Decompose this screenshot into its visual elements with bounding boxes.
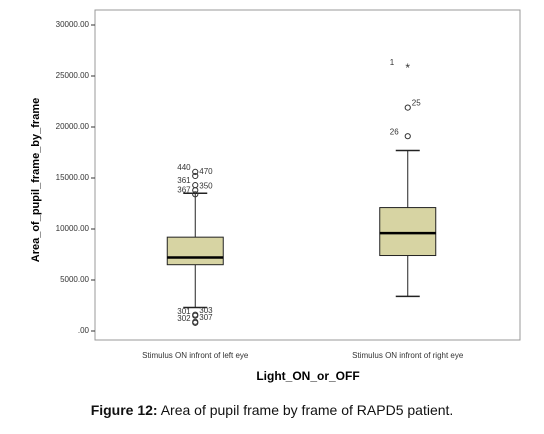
outlier-label: 307 xyxy=(199,313,213,322)
y-axis-title: Area_of_pupil_frame_by_frame xyxy=(30,98,42,262)
outlier-label: 367 xyxy=(177,185,191,194)
extreme-marker: * xyxy=(405,61,410,75)
outlier-label: 1 xyxy=(390,58,395,67)
caption: Figure 12: Area of pupil frame by frame … xyxy=(0,402,544,418)
outlier xyxy=(404,104,411,111)
outlier xyxy=(192,172,199,180)
outlier xyxy=(192,168,199,175)
chart: Area_of_pupil_frame_by_frame Light_ON_or… xyxy=(30,9,521,383)
y-tick-label: 10000.00 xyxy=(56,224,90,233)
outlier-label: 350 xyxy=(199,181,213,190)
x-tick-label: Stimulus ON infront of left eye xyxy=(142,351,249,360)
outlier-label: 302 xyxy=(177,314,191,323)
caption-text: Area of pupil frame by frame of RAPD5 pa… xyxy=(157,402,454,418)
box xyxy=(166,236,224,266)
plot-frame xyxy=(94,9,521,341)
y-tick-label: 5000.00 xyxy=(60,275,89,284)
outlier-label: 361 xyxy=(177,176,191,185)
y-tick-label: .00 xyxy=(78,326,90,335)
y-tick-label: 25000.00 xyxy=(56,71,90,80)
outlier-label: 25 xyxy=(412,99,421,108)
outlier xyxy=(404,133,411,140)
y-tick-label: 15000.00 xyxy=(56,173,90,182)
caption-label: Figure 12: xyxy=(90,402,158,418)
outlier xyxy=(192,319,199,326)
outlier-label: 26 xyxy=(390,127,399,136)
outlier xyxy=(192,191,199,198)
outlier-label: 301 xyxy=(177,307,191,316)
outlier xyxy=(192,187,199,194)
outlier-label: 440 xyxy=(177,163,191,172)
outlier-label: 470 xyxy=(199,167,213,176)
box xyxy=(379,207,437,257)
x-tick-label: Stimulus ON infront of right eye xyxy=(352,351,464,360)
y-tick-label: 20000.00 xyxy=(56,122,90,131)
y-tick-label: 30000.00 xyxy=(56,20,90,29)
outlier-label: 303 xyxy=(199,306,213,315)
x-axis-title: Light_ON_or_OFF xyxy=(256,369,359,383)
outlier xyxy=(192,312,199,319)
